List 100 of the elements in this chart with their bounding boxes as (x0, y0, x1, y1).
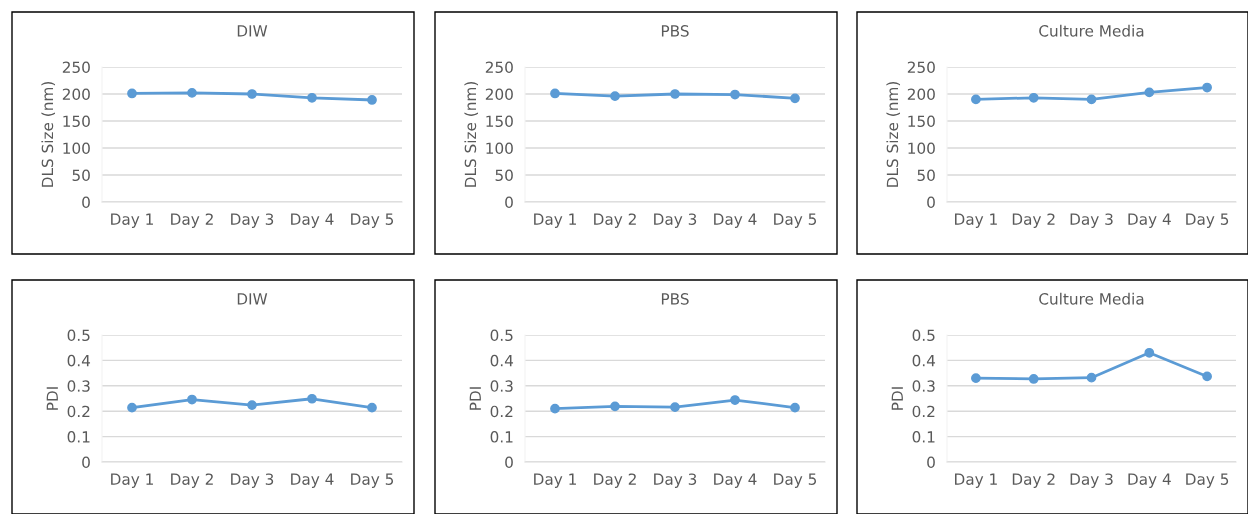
point (1086, 372, 1097, 383)
y-tick-label: 200 (907, 88, 935, 101)
x-tick-label: Day 3 (1070, 213, 1113, 228)
y-tick-label: 250 (485, 61, 513, 74)
x-tick-label: Day 5 (1186, 213, 1229, 228)
y-tick-label: 0.1 (490, 431, 513, 443)
y-tick-label: 0.5 (912, 329, 935, 342)
x-tick-label: Day 4 (714, 213, 757, 228)
y-tick-label: 200 (485, 88, 513, 101)
x-tick-label: Day 5 (774, 213, 817, 228)
y-axis-title: DLS Size (nm) (886, 82, 901, 187)
point (1202, 371, 1212, 382)
point (971, 94, 981, 105)
y-tick-label: 0 (927, 196, 935, 209)
chart-title: DIW (237, 25, 268, 37)
y-tick-label: 100 (486, 142, 513, 155)
y-tick-label: 0.2 (490, 405, 513, 418)
point (971, 373, 981, 384)
y-tick-label: 0.1 (912, 431, 935, 443)
y-tick-label: 150 (908, 115, 935, 128)
y-tick-label: 100 (63, 142, 90, 155)
point (1144, 87, 1155, 98)
y-tick-label: 250 (907, 61, 935, 74)
y-tick-label: 0 (505, 196, 513, 209)
x-tick-label: Day 2 (171, 213, 213, 228)
y-tick-label: 0 (82, 196, 90, 209)
y-axis-title: PDI (891, 387, 903, 410)
y-tick-label: 50 (72, 169, 90, 182)
x-tick-label: Day 5 (774, 473, 817, 488)
y-tick-label: 0 (505, 456, 513, 469)
x-tick-label: Day 5 (1186, 473, 1229, 488)
point (550, 403, 560, 414)
x-tick-label: Day 3 (1070, 473, 1113, 488)
y-tick-label: 50 (917, 169, 935, 182)
point (367, 95, 377, 105)
x-tick-label: Day 1 (534, 213, 576, 228)
x-tick-label: Day 2 (171, 473, 213, 488)
x-tick-label: Day 4 (291, 213, 334, 228)
y-tick-label: 0.3 (67, 380, 90, 392)
y-axis-title: PDI (46, 387, 58, 410)
point (1028, 92, 1039, 103)
point (367, 402, 377, 413)
point (790, 402, 800, 413)
x-tick-label: Day 2 (1012, 213, 1055, 228)
x-tick-label: Day 3 (654, 213, 697, 228)
x-tick-label: Day 3 (654, 473, 697, 488)
y-tick-label: 0.4 (912, 354, 936, 367)
x-tick-label: Day 4 (1128, 213, 1171, 228)
x-tick-label: Day 3 (231, 213, 274, 228)
y-tick-label: 0.4 (490, 354, 514, 367)
x-tick-label: Day 4 (1128, 473, 1171, 488)
point (307, 92, 317, 103)
x-tick-label: Day 5 (351, 473, 394, 488)
y-tick-label: 150 (63, 115, 90, 128)
x-tick-label: Day 1 (955, 213, 997, 228)
x-tick-label: Day 1 (955, 473, 997, 488)
point (1202, 82, 1212, 93)
y-tick-label: 0 (927, 456, 935, 469)
y-tick-label: 0.2 (67, 405, 90, 418)
y-tick-label: 0.1 (67, 431, 90, 443)
x-tick-label: Day 2 (594, 473, 636, 488)
point (730, 395, 740, 405)
point (1086, 94, 1097, 105)
x-tick-label: Day 1 (534, 473, 576, 488)
chart-title: Culture Media (1039, 24, 1144, 37)
y-tick-label: 0.2 (912, 405, 935, 418)
y-tick-label: 0.4 (67, 354, 91, 367)
point (127, 88, 137, 99)
x-tick-label: Day 5 (351, 213, 394, 228)
y-axis-title: PDI (469, 387, 481, 410)
point (610, 401, 620, 412)
point (307, 393, 317, 404)
x-tick-label: Day 2 (594, 213, 636, 228)
point (1028, 374, 1039, 384)
chart-title: Culture Media (1039, 292, 1144, 305)
y-axis-title: DLS Size (nm) (464, 82, 479, 187)
y-tick-label: 0.5 (67, 329, 90, 342)
x-tick-label: Day 1 (111, 213, 153, 228)
y-tick-label: 0.3 (490, 380, 513, 392)
y-axis-title: DLS Size (nm) (41, 82, 56, 187)
point (247, 400, 257, 410)
point (670, 402, 680, 412)
y-tick-label: 50 (495, 169, 513, 182)
x-tick-label: Day 2 (1012, 473, 1055, 488)
x-tick-label: Day 4 (291, 473, 334, 488)
y-tick-label: 0 (82, 456, 90, 469)
point (187, 88, 197, 98)
chart-title: PBS (661, 25, 689, 37)
point (247, 89, 257, 99)
y-tick-label: 0.5 (490, 329, 513, 342)
x-tick-label: Day 1 (111, 473, 153, 488)
chart-title: DIW (237, 293, 268, 305)
chart-title: PBS (661, 293, 689, 305)
point (127, 402, 137, 413)
point (187, 394, 197, 405)
x-tick-label: Day 3 (231, 473, 274, 488)
point (1144, 347, 1155, 358)
y-tick-label: 250 (62, 61, 90, 74)
y-tick-label: 100 (908, 142, 935, 155)
y-tick-label: 0.3 (912, 380, 935, 392)
